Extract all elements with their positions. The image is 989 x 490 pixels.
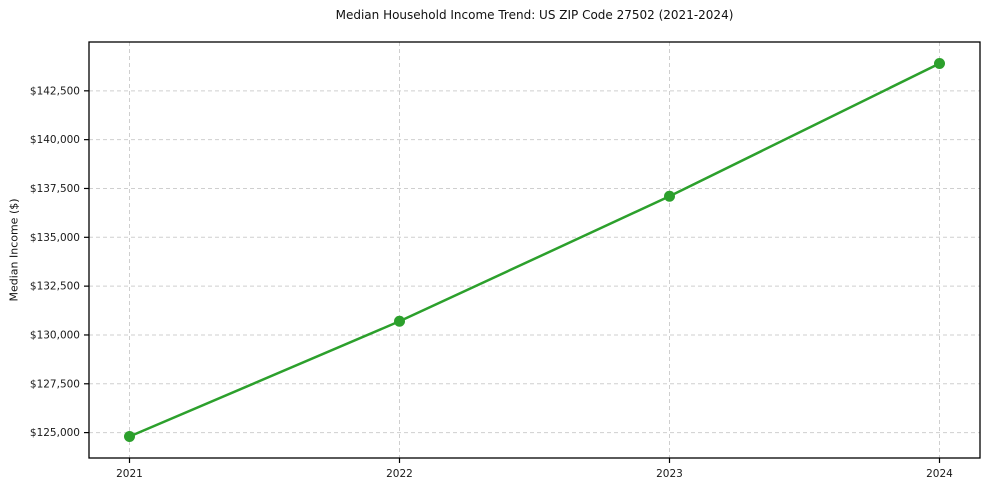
y-tick-label: $137,500	[30, 183, 80, 195]
chart-title: Median Household Income Trend: US ZIP Co…	[335, 8, 734, 22]
y-tick-label: $135,000	[30, 232, 80, 244]
data-point	[934, 57, 945, 69]
x-tick-label: 2023	[656, 468, 683, 480]
data-point	[394, 315, 405, 327]
x-tick-label: 2024	[926, 468, 953, 480]
y-axis-label: Median Income ($)	[7, 198, 21, 302]
x-tick-label: 2021	[116, 468, 143, 480]
y-tick-label: $130,000	[30, 329, 80, 341]
plot-border	[88, 41, 981, 459]
y-tick-label: $132,500	[30, 281, 80, 293]
y-tick-label: $140,000	[30, 134, 80, 146]
y-tick-label: $127,500	[30, 378, 80, 390]
y-tick-label: $125,000	[30, 427, 80, 439]
data-point	[124, 431, 135, 443]
trend-line	[128, 62, 941, 438]
y-tick-label: $142,500	[30, 85, 80, 97]
data-point	[664, 190, 675, 202]
x-tick-label: 2022	[386, 468, 413, 480]
